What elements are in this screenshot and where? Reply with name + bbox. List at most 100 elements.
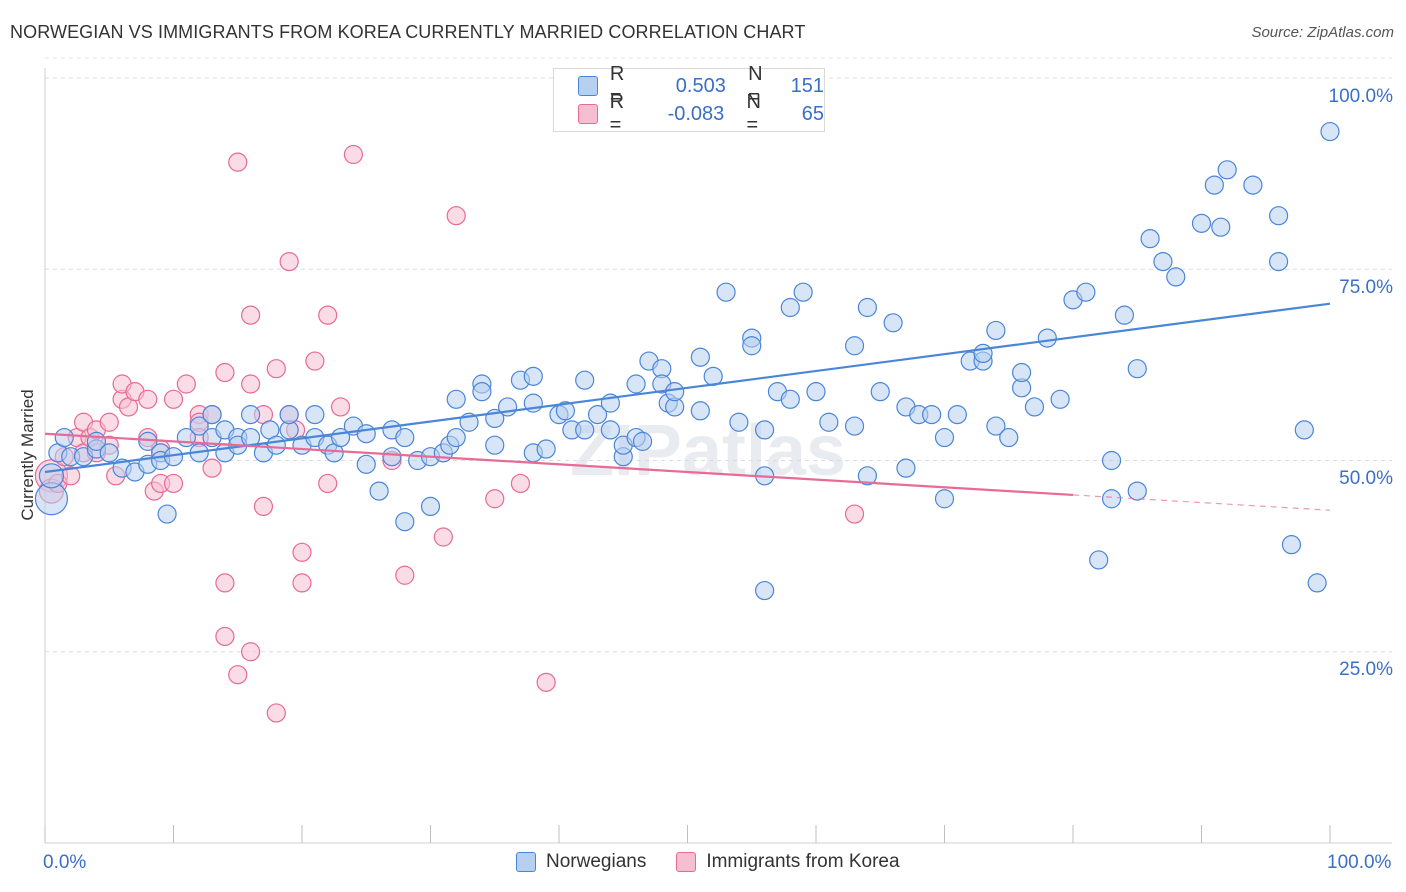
data-point[interactable] xyxy=(446,206,466,226)
data-point[interactable] xyxy=(176,374,196,394)
data-point[interactable] xyxy=(883,313,903,333)
data-point[interactable] xyxy=(420,496,441,516)
data-point[interactable] xyxy=(157,504,177,524)
data-point[interactable] xyxy=(754,580,775,601)
legend-item-norwegians[interactable]: Norwegians xyxy=(516,851,646,873)
data-point[interactable] xyxy=(870,382,890,402)
data-point[interactable] xyxy=(356,454,376,474)
data-point[interactable] xyxy=(665,382,685,402)
data-point[interactable] xyxy=(1320,121,1340,142)
data-point[interactable] xyxy=(934,489,955,509)
data-point[interactable] xyxy=(202,458,222,478)
data-point[interactable] xyxy=(754,420,775,440)
data-point[interactable] xyxy=(575,420,595,440)
data-point[interactable] xyxy=(38,463,65,489)
data-point[interactable] xyxy=(1076,282,1096,302)
data-point[interactable] xyxy=(973,343,993,363)
data-point[interactable] xyxy=(215,573,235,593)
data-point[interactable] xyxy=(330,397,351,417)
data-point[interactable] xyxy=(228,152,248,172)
data-point[interactable] xyxy=(305,351,325,371)
data-point[interactable] xyxy=(189,416,209,436)
data-point[interactable] xyxy=(292,573,312,593)
data-point[interactable] xyxy=(485,489,505,509)
data-point[interactable] xyxy=(729,412,749,432)
data-point[interactable] xyxy=(1024,397,1045,417)
data-point[interactable] xyxy=(742,336,762,356)
data-point[interactable] xyxy=(780,389,800,409)
data-point[interactable] xyxy=(318,305,338,325)
data-point[interactable] xyxy=(1114,305,1135,325)
data-point[interactable] xyxy=(780,297,800,318)
data-point[interactable] xyxy=(575,370,595,390)
data-point[interactable] xyxy=(690,401,710,421)
data-point[interactable] xyxy=(446,389,466,409)
data-point[interactable] xyxy=(1127,359,1147,379)
data-point[interactable] xyxy=(241,642,261,662)
data-point[interactable] xyxy=(1166,267,1186,287)
data-point[interactable] xyxy=(690,347,710,367)
data-point[interactable] xyxy=(806,382,826,402)
data-point[interactable] xyxy=(446,427,466,448)
data-point[interactable] xyxy=(1243,175,1263,195)
data-point[interactable] xyxy=(819,412,839,432)
data-point[interactable] xyxy=(305,405,325,425)
data-point[interactable] xyxy=(395,512,415,532)
data-point[interactable] xyxy=(485,435,505,455)
data-point[interactable] xyxy=(99,412,119,432)
data-point[interactable] xyxy=(1268,206,1289,226)
data-point[interactable] xyxy=(215,626,235,647)
data-point[interactable] xyxy=(1127,481,1147,501)
data-point[interactable] xyxy=(934,427,955,448)
data-point[interactable] xyxy=(318,473,338,494)
data-point[interactable] xyxy=(536,439,556,459)
data-point[interactable] xyxy=(1294,420,1314,440)
data-point[interactable] xyxy=(1089,550,1109,570)
data-point[interactable] xyxy=(382,447,402,467)
data-point[interactable] xyxy=(472,382,492,402)
data-point[interactable] xyxy=(163,389,184,409)
data-point[interactable] xyxy=(1268,252,1289,272)
data-point[interactable] xyxy=(241,374,261,394)
legend-item-korea[interactable]: Immigrants from Korea xyxy=(676,851,900,873)
data-point[interactable] xyxy=(1211,217,1231,237)
data-point[interactable] xyxy=(356,424,376,444)
data-point[interactable] xyxy=(922,405,942,425)
data-point[interactable] xyxy=(844,504,865,524)
data-point[interactable] xyxy=(986,320,1006,341)
data-point[interactable] xyxy=(279,405,299,425)
data-point[interactable] xyxy=(395,565,415,585)
data-point[interactable] xyxy=(266,435,286,455)
data-point[interactable] xyxy=(857,466,878,486)
data-point[interactable] xyxy=(999,427,1019,448)
data-point[interactable] xyxy=(1101,450,1122,471)
data-point[interactable] xyxy=(138,389,158,409)
data-point[interactable] xyxy=(986,416,1006,436)
data-point[interactable] xyxy=(536,672,556,692)
data-point[interactable] xyxy=(292,542,312,562)
data-point[interactable] xyxy=(587,405,608,425)
data-point[interactable] xyxy=(279,252,299,272)
data-point[interactable] xyxy=(555,401,576,421)
data-point[interactable] xyxy=(228,665,248,685)
data-point[interactable] xyxy=(54,427,74,448)
data-point[interactable] xyxy=(844,336,865,356)
data-point[interactable] xyxy=(510,473,531,494)
data-point[interactable] xyxy=(1153,252,1173,272)
data-point[interactable] xyxy=(857,297,878,318)
data-point[interactable] xyxy=(600,420,621,440)
data-point[interactable] xyxy=(241,305,261,325)
data-point[interactable] xyxy=(632,431,653,451)
data-point[interactable] xyxy=(1050,389,1070,409)
data-point[interactable] xyxy=(215,362,235,383)
data-point[interactable] xyxy=(626,374,646,394)
data-point[interactable] xyxy=(202,405,222,425)
data-point[interactable] xyxy=(1140,229,1160,249)
data-point[interactable] xyxy=(163,473,184,494)
data-point[interactable] xyxy=(793,282,813,302)
data-point[interactable] xyxy=(253,496,274,516)
data-point[interactable] xyxy=(99,443,119,463)
data-point[interactable] xyxy=(1037,328,1057,348)
data-point[interactable] xyxy=(1204,175,1224,195)
data-point[interactable] xyxy=(395,427,415,448)
